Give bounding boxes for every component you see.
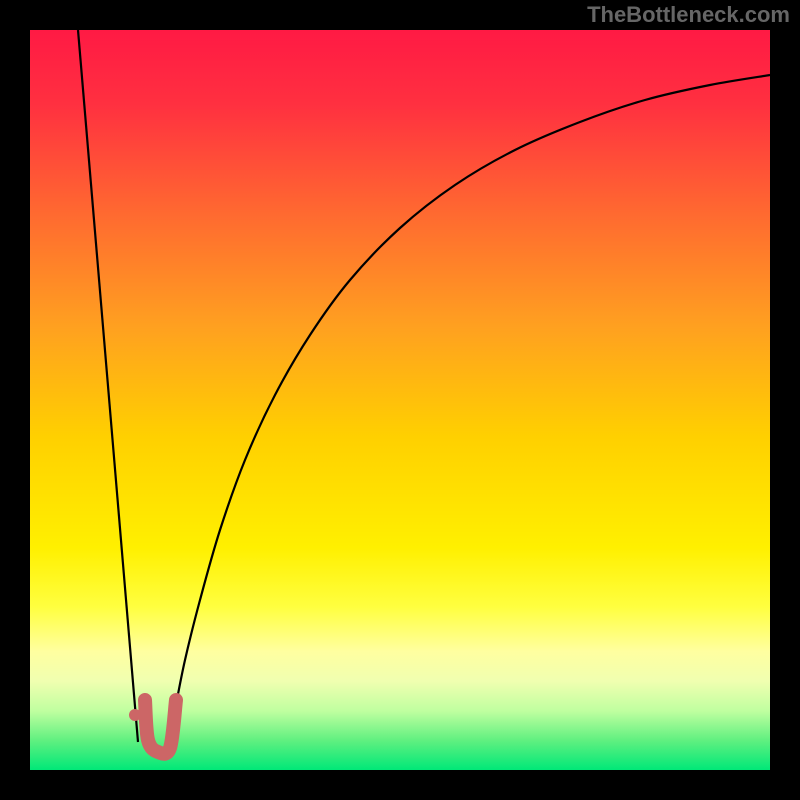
marker-dot [129,709,141,721]
chart-svg [30,30,770,770]
plot-area [30,30,770,770]
watermark-text: TheBottleneck.com [587,2,790,28]
gradient-background [30,30,770,770]
chart-container: { "watermark": { "text": "TheBottleneck.… [0,0,800,800]
